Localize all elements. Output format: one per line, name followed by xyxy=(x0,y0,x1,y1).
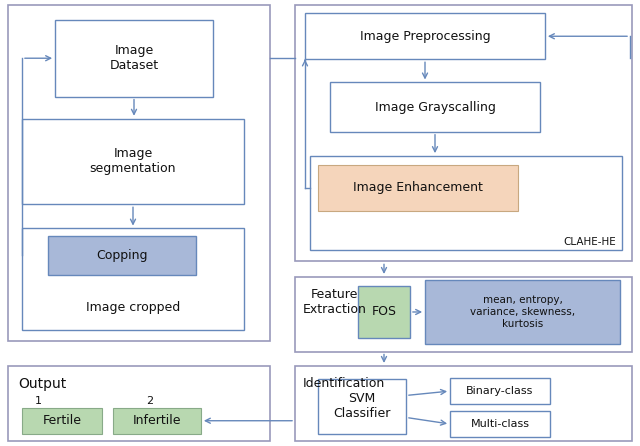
Text: FOS: FOS xyxy=(371,306,397,318)
Text: Feature
Extraction: Feature Extraction xyxy=(303,288,367,316)
FancyBboxPatch shape xyxy=(113,408,201,434)
Text: SVM
Classifier: SVM Classifier xyxy=(333,392,390,421)
FancyBboxPatch shape xyxy=(8,366,270,441)
Text: Fertile: Fertile xyxy=(42,414,81,427)
Text: 1: 1 xyxy=(35,396,42,406)
Text: Identification: Identification xyxy=(303,377,385,390)
FancyBboxPatch shape xyxy=(295,366,632,441)
Text: Image
Dataset: Image Dataset xyxy=(109,44,159,72)
Text: Output: Output xyxy=(18,377,67,391)
FancyBboxPatch shape xyxy=(310,156,622,251)
Text: Binary-class: Binary-class xyxy=(467,386,534,396)
FancyBboxPatch shape xyxy=(450,378,550,404)
Text: Multi-class: Multi-class xyxy=(470,419,529,429)
Text: Infertile: Infertile xyxy=(132,414,181,427)
Text: 2: 2 xyxy=(147,396,154,406)
Text: Image Enhancement: Image Enhancement xyxy=(353,182,483,194)
Text: Image Grayscalling: Image Grayscalling xyxy=(374,101,495,114)
FancyBboxPatch shape xyxy=(22,228,244,330)
FancyBboxPatch shape xyxy=(330,83,540,132)
FancyBboxPatch shape xyxy=(318,379,406,434)
Text: Copping: Copping xyxy=(96,249,148,262)
Text: Image Preprocessing: Image Preprocessing xyxy=(360,30,490,43)
FancyBboxPatch shape xyxy=(295,277,632,351)
FancyBboxPatch shape xyxy=(358,285,410,339)
FancyBboxPatch shape xyxy=(48,236,196,275)
FancyBboxPatch shape xyxy=(425,280,620,344)
FancyBboxPatch shape xyxy=(305,13,545,59)
FancyBboxPatch shape xyxy=(55,20,213,97)
FancyBboxPatch shape xyxy=(8,5,270,341)
FancyBboxPatch shape xyxy=(318,165,518,211)
Text: Image
segmentation: Image segmentation xyxy=(90,148,176,175)
Text: CLAHE-HE: CLAHE-HE xyxy=(563,237,616,247)
FancyBboxPatch shape xyxy=(22,408,102,434)
FancyBboxPatch shape xyxy=(22,119,244,204)
Text: Image cropped: Image cropped xyxy=(86,301,180,314)
FancyBboxPatch shape xyxy=(450,411,550,437)
FancyBboxPatch shape xyxy=(295,5,632,261)
Text: mean, entropy,
variance, skewness,
kurtosis: mean, entropy, variance, skewness, kurto… xyxy=(470,295,575,329)
